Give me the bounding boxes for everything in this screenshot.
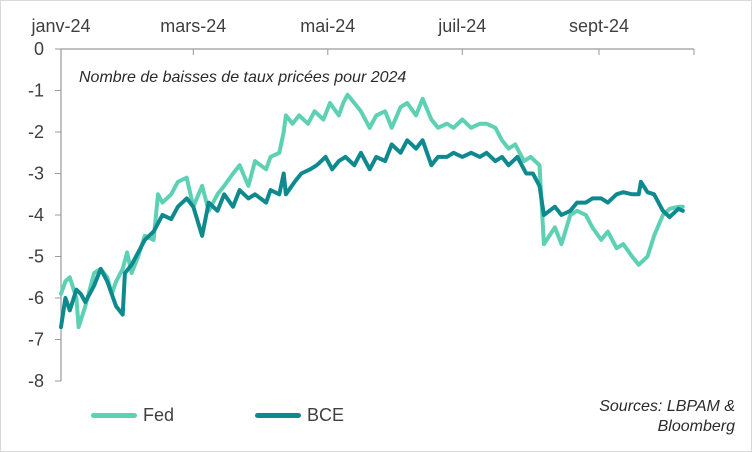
x-tick-label: sept-24 [569,16,629,36]
y-tick-label: -8 [28,371,44,391]
x-tick-label: janv-24 [30,16,90,36]
y-tick-label: -2 [28,122,44,142]
legend-swatch-bce [255,413,301,418]
y-tick-label: -5 [28,247,44,267]
legend-label-fed: Fed [143,405,175,425]
x-tick-label: mars-24 [160,16,226,36]
y-tick-label: -4 [28,205,44,225]
y-axis: 0 -1 -2 -3 -4 -5 -6 -7 -8 [28,39,62,391]
series-line-fed [59,92,685,330]
x-axis: janv-24 mars-24 mai-24 juil-24 sept-24 [30,16,695,55]
source-line-1: Sources: LBPAM & [599,398,735,415]
y-tick-label: -3 [28,164,44,184]
source-line-2: Bloomberg [657,418,735,435]
legend-swatch-fed [91,413,137,418]
y-tick-label: -6 [28,288,44,308]
source-note: Sources: LBPAM & Bloomberg [599,397,735,437]
series-layer [59,92,685,330]
series-line-bce [59,138,685,330]
x-tick-label: juil-24 [437,16,486,36]
legend-item-bce: BCE [255,405,344,426]
x-tick-label: mai-24 [300,16,355,36]
legend-label-bce: BCE [307,405,345,425]
legend-item-fed: Fed [91,405,174,426]
y-tick-label: 0 [34,39,44,59]
y-tick-label: -1 [28,81,44,101]
chart-title: Nombre de baisses de taux pricées pour 2… [79,69,407,86]
y-tick-label: -7 [28,330,44,350]
